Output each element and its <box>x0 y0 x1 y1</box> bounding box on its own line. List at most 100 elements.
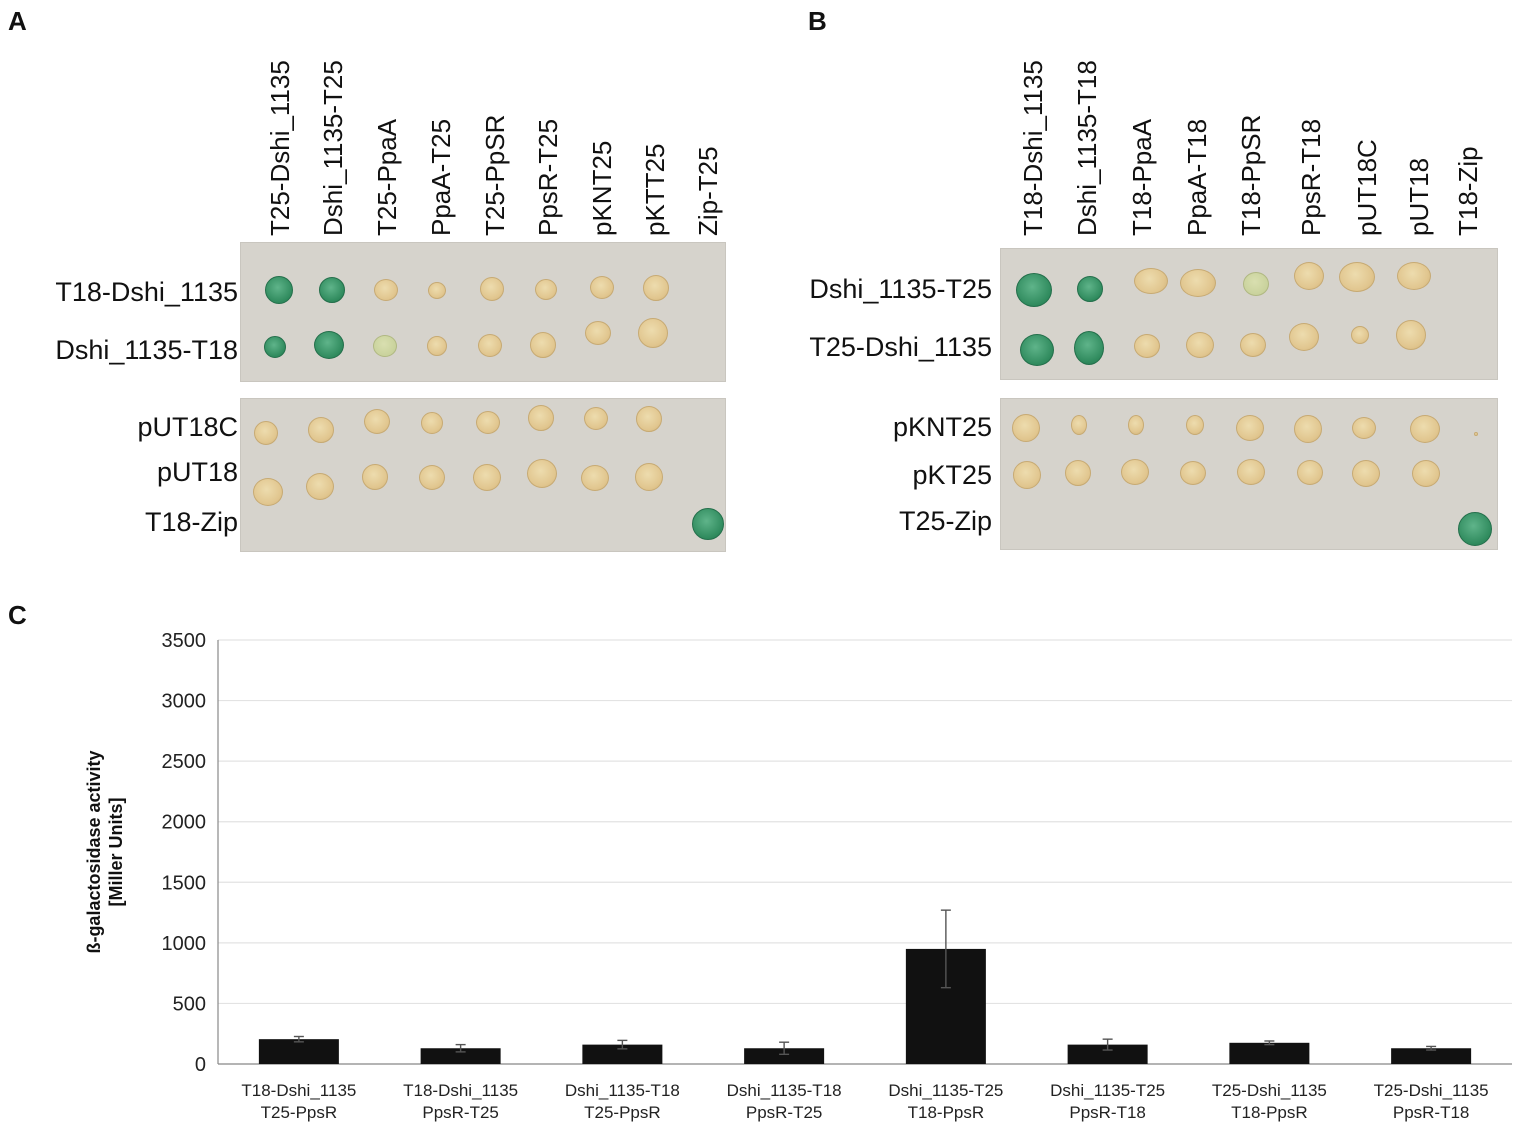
colony-spot <box>1237 459 1265 485</box>
colony-spot <box>692 508 724 540</box>
colony-spot <box>1134 334 1160 358</box>
y-tick-label: 2000 <box>162 812 207 834</box>
x-tick-label: T18-Dshi_1135 <box>403 1081 518 1100</box>
colony-spot <box>1352 460 1380 487</box>
x-tick-label: PpsR-T25 <box>746 1103 823 1122</box>
bar <box>1067 1044 1148 1064</box>
panel-a-row-label: T18-Dshi_1135 <box>55 277 238 307</box>
colony-spot <box>473 464 501 491</box>
colony-spot <box>314 331 344 359</box>
colony-spot <box>1294 415 1322 443</box>
bar <box>1229 1042 1310 1064</box>
colony-spot <box>527 459 557 488</box>
panel-a-plate-top <box>240 242 726 382</box>
colony-spot <box>590 276 614 299</box>
colony-spot <box>421 412 443 434</box>
bar <box>420 1048 501 1064</box>
colony-spot <box>478 334 502 357</box>
y-tick-label: 1500 <box>162 872 207 894</box>
colony-spot <box>1071 415 1087 435</box>
panel-a-row-label: pUT18C <box>137 412 238 442</box>
colony-spot <box>1474 432 1478 436</box>
colony-spot <box>308 417 334 443</box>
colony-spot <box>1240 333 1266 357</box>
y-tick-label: 500 <box>173 993 206 1015</box>
colony-spot <box>419 465 445 490</box>
colony-spot <box>1065 460 1091 486</box>
colony-spot <box>1180 269 1216 297</box>
x-tick-label: T25-Dshi_1135 <box>1212 1081 1327 1100</box>
x-tick-label: Dshi_1135-T25 <box>1050 1081 1165 1100</box>
x-tick-label: T18-PpsR <box>1231 1103 1308 1122</box>
colony-spot <box>1294 262 1324 290</box>
colony-spot <box>530 332 556 358</box>
y-tick-label: 3000 <box>162 691 207 713</box>
colony-spot <box>1180 461 1206 485</box>
colony-spot <box>319 277 345 303</box>
colony-spot <box>253 478 283 506</box>
x-tick-label: Dshi_1135-T18 <box>565 1081 680 1100</box>
colony-spot <box>1077 276 1103 302</box>
y-tick-label: 3500 <box>162 630 207 652</box>
bar <box>744 1048 825 1064</box>
colony-spot <box>306 473 334 500</box>
colony-spot <box>1458 512 1492 546</box>
colony-spot <box>1339 262 1375 292</box>
colony-spot <box>374 279 398 301</box>
panel-b-row-label: T25-Zip <box>898 506 992 536</box>
x-tick-label: PpsR-T18 <box>1393 1103 1470 1122</box>
colony-spot <box>1351 326 1369 344</box>
x-tick-label: PpsR-T18 <box>1069 1103 1146 1122</box>
x-tick-label: Dshi_1135-T18 <box>727 1081 842 1100</box>
colony-spot <box>1289 323 1319 351</box>
colony-spot <box>480 277 504 301</box>
panel-b-row-label: pKT25 <box>912 460 992 490</box>
colony-spot <box>362 464 388 490</box>
y-axis-label-line: [Miller Units] <box>106 797 126 906</box>
bar <box>258 1039 339 1064</box>
x-tick-label: T25-PpsR <box>584 1103 661 1122</box>
colony-spot <box>254 421 278 445</box>
panel-a-row-label: T18-Zip <box>144 507 238 537</box>
panel-a-row-label: Dshi_1135-T18 <box>55 335 238 365</box>
colony-spot <box>1128 415 1144 435</box>
colony-spot <box>1243 272 1269 296</box>
colony-spot <box>1236 415 1264 441</box>
colony-spot <box>373 335 397 357</box>
colony-spot <box>1412 460 1440 487</box>
x-tick-label: T25-PpsR <box>261 1103 338 1122</box>
colony-spot <box>1074 331 1104 365</box>
colony-spot <box>581 465 609 491</box>
colony-spot <box>535 279 557 300</box>
colony-spot <box>427 336 447 356</box>
y-axis-label-line: ß-galactosidase activity <box>84 750 104 953</box>
colony-spot <box>1397 262 1431 290</box>
panel-b-row-label: T25-Dshi_1135 <box>809 332 992 362</box>
colony-spot <box>528 405 554 431</box>
panel-b-row-label: pKNT25 <box>892 412 992 442</box>
colony-spot <box>476 411 500 434</box>
colony-spot <box>1013 461 1041 489</box>
colony-spot <box>1352 417 1376 439</box>
colony-spot <box>1396 320 1426 350</box>
panel-a-letter: A <box>8 6 27 36</box>
colony-spot <box>1020 334 1054 366</box>
colony-spot <box>364 409 390 434</box>
x-tick-label: T25-Dshi_1135 <box>1374 1081 1489 1100</box>
colony-spot <box>636 406 662 432</box>
colony-spot <box>1186 332 1214 358</box>
colony-spot <box>1297 460 1323 485</box>
panel-b-letter: B <box>808 6 827 36</box>
colony-spot <box>1410 415 1440 443</box>
colony-spot <box>1134 268 1168 294</box>
colony-spot <box>638 318 668 348</box>
x-tick-label: T18-Dshi_1135 <box>241 1081 356 1100</box>
colony-spot <box>1186 415 1204 435</box>
colony-spot <box>1016 273 1052 307</box>
x-tick-label: T18-PpsR <box>908 1103 985 1122</box>
colony-spot <box>1121 459 1149 485</box>
colony-spot <box>265 276 293 304</box>
colony-spot <box>585 321 611 345</box>
bar <box>582 1044 663 1064</box>
